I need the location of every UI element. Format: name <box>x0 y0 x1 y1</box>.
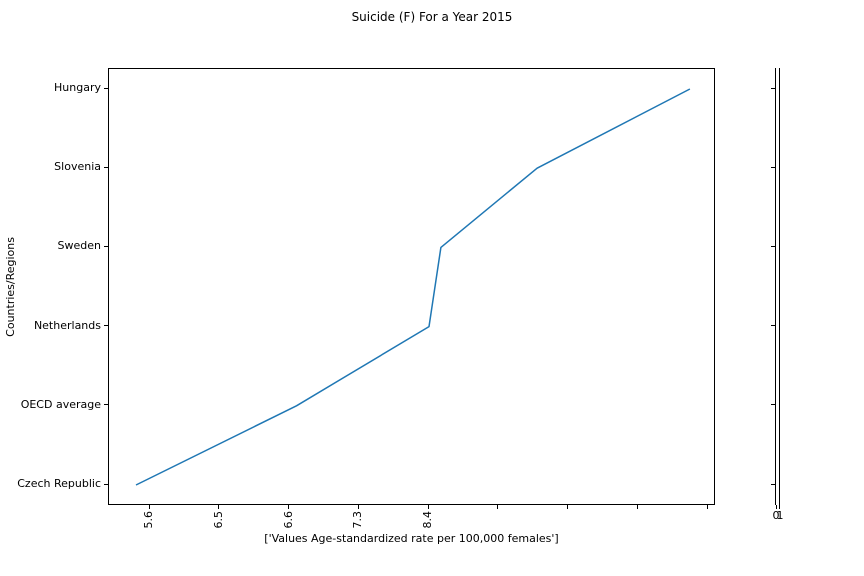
secondary-x-tick-label: 0 <box>772 509 780 522</box>
x-tick-label: 5.6 <box>142 511 155 529</box>
y-tick-label: Slovenia <box>54 160 101 174</box>
x-tick-label: 6.6 <box>281 511 295 529</box>
x-tick <box>706 505 708 509</box>
y-tick-label: Czech Republic <box>17 477 101 490</box>
secondary-y-tick <box>771 404 775 406</box>
chart-title: Suicide (F) For a Year 2015 <box>351 10 513 24</box>
main-plot-area <box>108 68 715 505</box>
secondary-axes <box>775 68 780 505</box>
secondary-y-tick <box>771 483 775 485</box>
y-tick-label: OECD average <box>20 397 101 411</box>
secondary-x-tick <box>776 505 777 509</box>
x-tick-label: 7.3 <box>351 511 365 529</box>
y-tick <box>104 166 108 168</box>
y-tick <box>104 87 108 89</box>
y-tick-label: Netherlands <box>33 318 101 332</box>
y-tick-label: Sweden <box>57 239 101 253</box>
y-tick <box>104 325 108 327</box>
x-tick <box>148 505 150 509</box>
y-axis-label-wrap: Countries/Regions <box>2 68 18 505</box>
line-series-svg <box>135 88 691 486</box>
secondary-y-tick <box>771 87 775 89</box>
y-tick-label: Hungary <box>54 81 101 94</box>
y-tick <box>104 404 108 406</box>
x-tick-label: 8.4 <box>421 511 434 529</box>
x-tick <box>288 505 289 509</box>
secondary-x-tick <box>779 505 780 509</box>
x-tick <box>567 505 568 509</box>
secondary-y-tick <box>771 166 775 168</box>
x-tick-label: 6.5 <box>211 511 225 529</box>
secondary-y-tick <box>771 245 775 247</box>
y-tick <box>104 245 108 247</box>
suicide-rate-line <box>135 88 691 486</box>
x-tick <box>427 505 429 509</box>
x-tick <box>218 505 220 509</box>
x-tick <box>357 505 359 509</box>
secondary-y-tick <box>771 325 775 327</box>
y-tick <box>104 483 108 485</box>
x-axis-label: ['Values Age-standardized rate per 100,0… <box>264 532 559 545</box>
x-tick <box>497 505 499 509</box>
secondary-x-tick-label: 1 <box>776 509 784 522</box>
x-tick <box>636 505 638 509</box>
